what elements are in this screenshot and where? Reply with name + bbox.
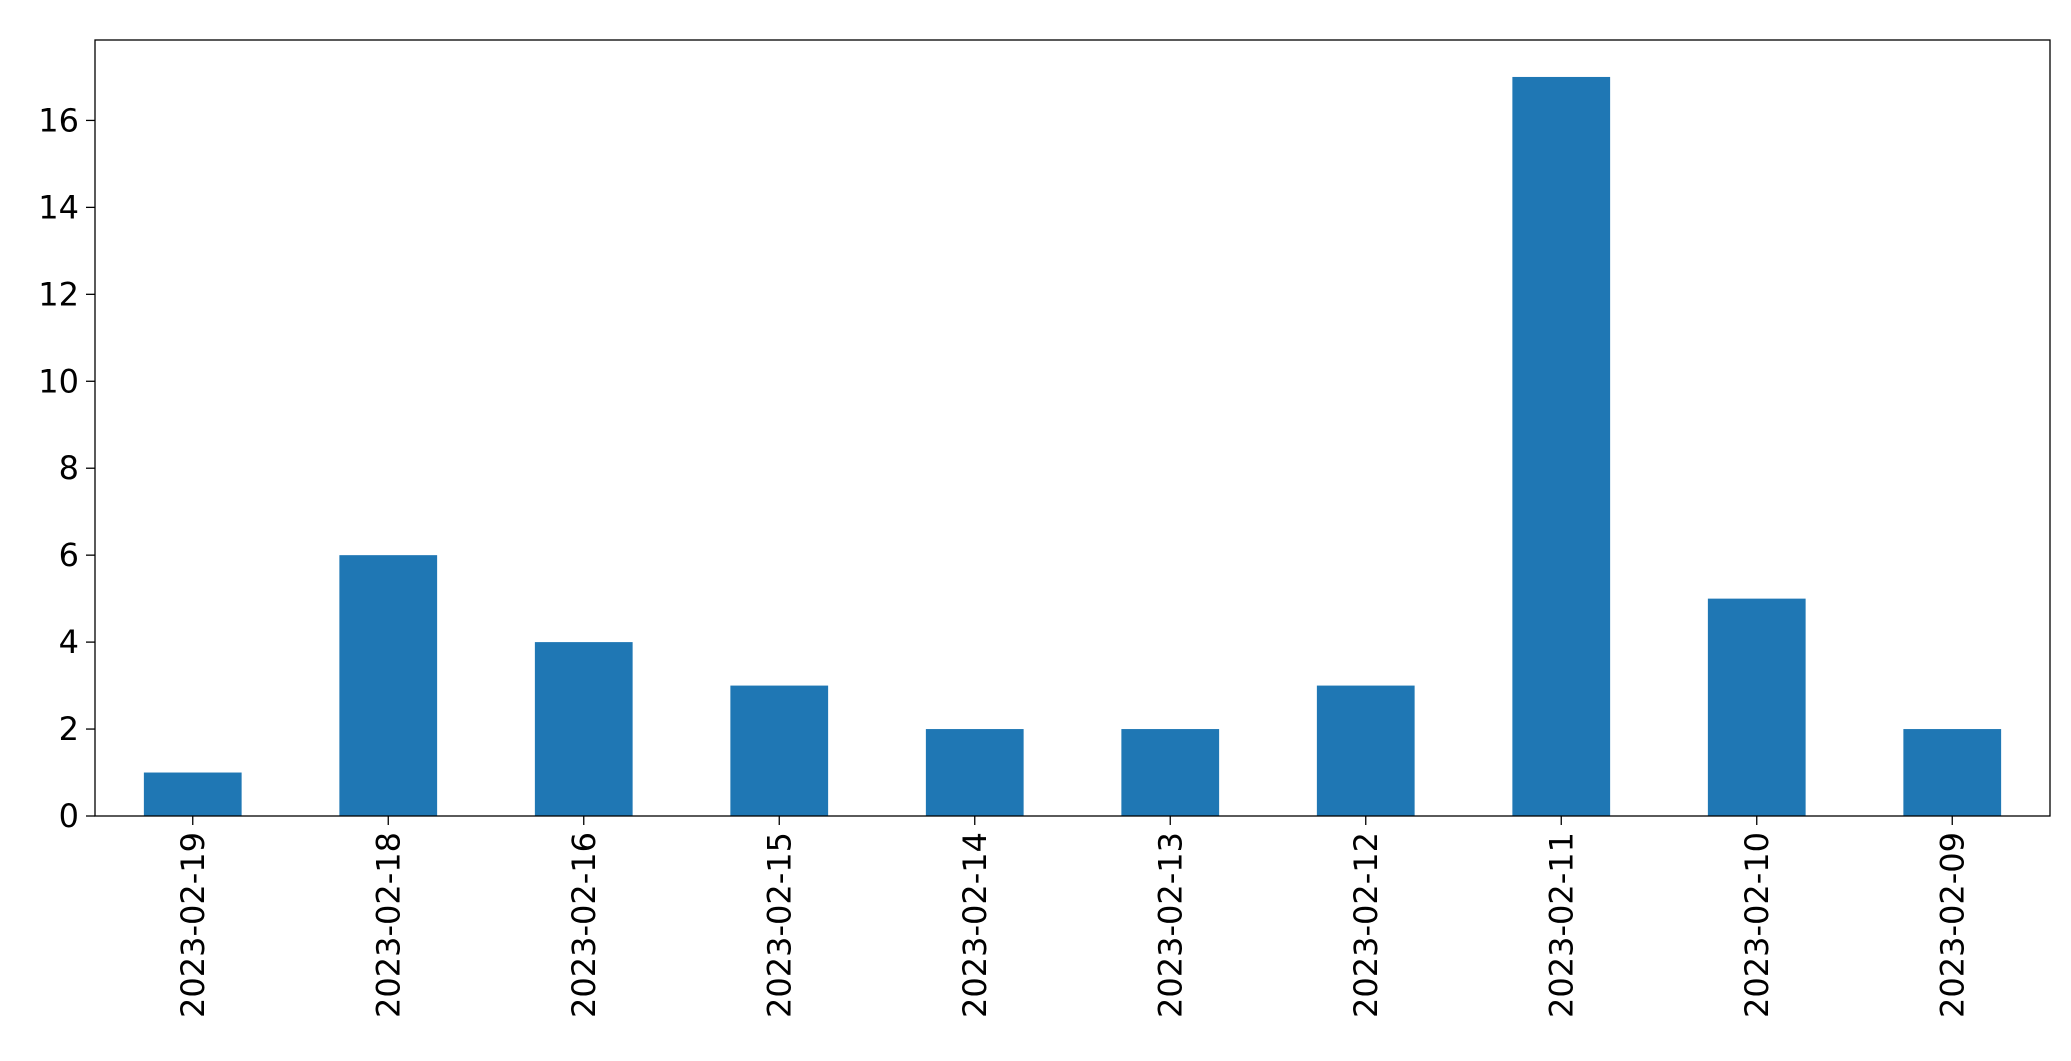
bar	[1512, 76, 1611, 816]
bar	[1903, 729, 2002, 816]
bar	[534, 642, 633, 816]
x-tick-label: 2023-02-15	[760, 832, 798, 1018]
x-tick-label: 2023-02-13	[1151, 832, 1189, 1018]
y-tick-label: 8	[59, 449, 79, 487]
y-tick-label: 12	[38, 275, 79, 313]
x-tick-label: 2023-02-16	[565, 832, 603, 1018]
y-tick-label: 10	[38, 362, 79, 400]
y-tick-label: 14	[38, 188, 79, 226]
bar	[1707, 598, 1806, 816]
x-tick-label: 2023-02-09	[1933, 832, 1971, 1018]
y-tick-label: 2	[59, 710, 79, 748]
plot-frame	[94, 39, 2051, 817]
bar	[143, 772, 242, 816]
x-tick-label: 2023-02-14	[956, 832, 994, 1018]
bar	[730, 685, 829, 816]
x-tick-label: 2023-02-19	[174, 832, 212, 1018]
x-tick-label: 2023-02-18	[369, 832, 407, 1018]
bar	[1316, 685, 1415, 816]
y-tick-label: 4	[59, 623, 79, 661]
x-tick-label: 2023-02-11	[1542, 832, 1580, 1018]
x-tick-label: 2023-02-10	[1738, 832, 1776, 1018]
y-tick-label: 6	[59, 536, 79, 574]
bar	[925, 729, 1024, 816]
x-tick-label: 2023-02-12	[1347, 832, 1385, 1018]
bar	[1121, 729, 1220, 816]
y-tick-label: 0	[59, 797, 79, 835]
y-tick-label: 16	[38, 101, 79, 139]
bar	[339, 555, 438, 816]
